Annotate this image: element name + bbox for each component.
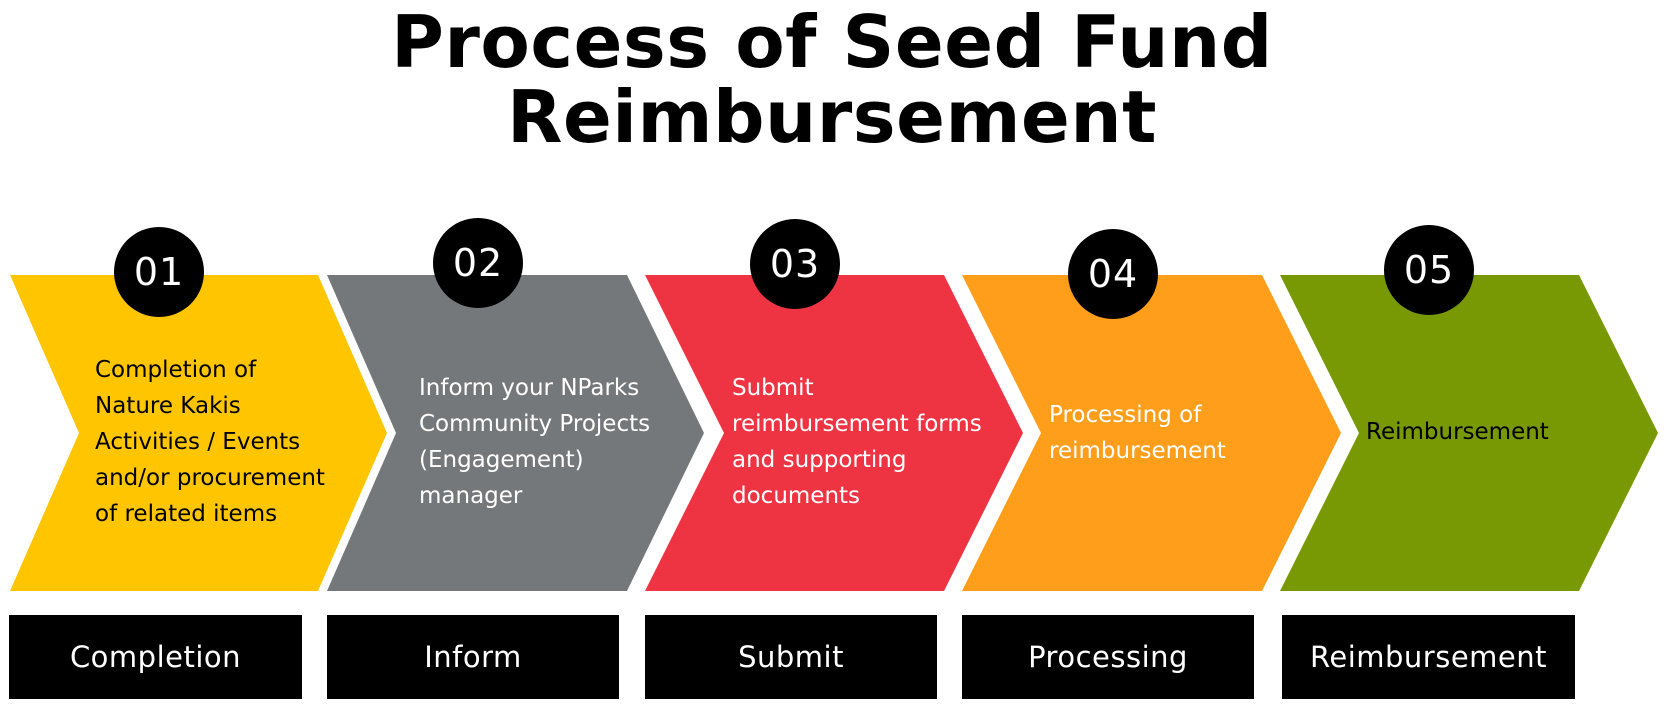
step-3-desc-line-4: documents [732, 483, 861, 509]
step-2-desc-line-4: manager [419, 483, 523, 509]
step-description-5: Reimbursement [1366, 414, 1636, 450]
step-2-desc-line-2: Community Projects [419, 411, 651, 437]
step-4-desc-line-2: reimbursement [1049, 438, 1226, 464]
step-number-badge-5: 05 [1384, 225, 1474, 315]
step-1-desc-line-4: and/or procurement [95, 465, 325, 491]
step-label-3: Submit [645, 615, 937, 699]
step-1-desc-line-1: Completion of [95, 357, 257, 383]
step-number-badge-4: 04 [1068, 229, 1158, 319]
chevron-step-4 [962, 275, 1341, 591]
title-line-2: Reimbursement [507, 75, 1157, 159]
step-number-badge-2: 02 [433, 218, 523, 308]
step-description-3: Submit reimbursement forms and supportin… [732, 370, 1032, 514]
step-2-desc-line-3: (Engagement) [419, 447, 584, 473]
chevron-step-5 [1280, 275, 1658, 591]
step-number-badge-1: 01 [114, 227, 204, 317]
step-3-desc-line-3: and supporting [732, 447, 907, 473]
step-4-desc-line-1: Processing of [1049, 402, 1202, 428]
step-1-desc-line-2: Nature Kakis [95, 393, 241, 419]
step-label-4: Processing [962, 615, 1254, 699]
step-3-desc-line-2: reimbursement forms [732, 411, 982, 437]
step-description-2: Inform your NParks Community Projects (E… [419, 370, 709, 514]
step-2-desc-line-1: Inform your NParks [419, 375, 640, 401]
step-1-desc-line-3: Activities / Events [95, 429, 301, 455]
step-label-1: Completion [9, 615, 302, 699]
step-3-desc-line-1: Submit [732, 375, 814, 401]
step-description-1: Completion of Nature Kakis Activities / … [95, 352, 365, 532]
step-label-5: Reimbursement [1282, 615, 1575, 699]
chevron-step-2 [327, 275, 704, 591]
chevron-step-3 [645, 275, 1023, 591]
step-number-badge-3: 03 [750, 219, 840, 309]
chevron-step-1 [10, 275, 387, 591]
step-5-desc-line-1: Reimbursement [1366, 419, 1549, 445]
step-description-4: Processing of reimbursement [1049, 397, 1319, 469]
step-label-2: Inform [327, 615, 619, 699]
step-1-desc-line-5: of related items [95, 501, 278, 527]
title-line-1: Process of Seed Fund [391, 0, 1273, 84]
